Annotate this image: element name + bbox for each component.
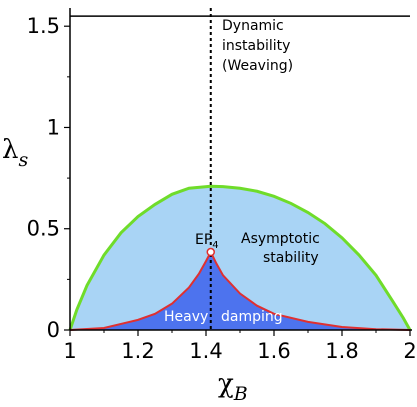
ep4-label-subscript: 4	[212, 240, 218, 251]
heavy-damping-region	[70, 252, 410, 330]
upper-stability-boundary-curve	[68, 184, 412, 331]
dynamic-instability-label-line2: instability	[222, 38, 290, 54]
ep4-point-marker	[206, 247, 216, 257]
x-tick-label: 1.4	[189, 339, 222, 363]
y-tick-label: 0	[47, 318, 60, 342]
y-tick-label: 1	[47, 115, 60, 139]
heavy-damping-label-word2: damping	[221, 309, 283, 325]
heavy-damping-label-word1: Heavy	[164, 309, 208, 325]
ep4-label: EP4	[195, 232, 219, 251]
x-tick-label: 2	[403, 339, 416, 363]
asymptotic-stability-region	[70, 186, 410, 330]
x-axis-title: χB	[218, 369, 248, 405]
asymptotic-stability-label-line2: stability	[263, 250, 319, 266]
x-tick-label: 1.2	[121, 339, 154, 363]
y-tick-label: 1.5	[27, 14, 60, 38]
y-tick-label: 0.5	[27, 217, 60, 241]
heavy-damping-boundary-curve	[69, 249, 411, 331]
x-tick-label: 1	[63, 339, 76, 363]
asymptotic-stability-label-line1: Asymptotic	[241, 231, 320, 247]
dynamic-instability-label-line1: Dynamic	[222, 18, 284, 34]
y-axis-ticks: 0 0.5 1 1.5	[27, 14, 70, 342]
x-axis-ticks: 1 1.2 1.4 1.6 1.8 2	[63, 330, 417, 363]
y-axis-title: λs	[2, 135, 28, 171]
dynamic-instability-label-line3: (Weaving)	[222, 58, 293, 74]
x-tick-label: 1.6	[257, 339, 290, 363]
x-tick-label: 1.8	[325, 339, 358, 363]
